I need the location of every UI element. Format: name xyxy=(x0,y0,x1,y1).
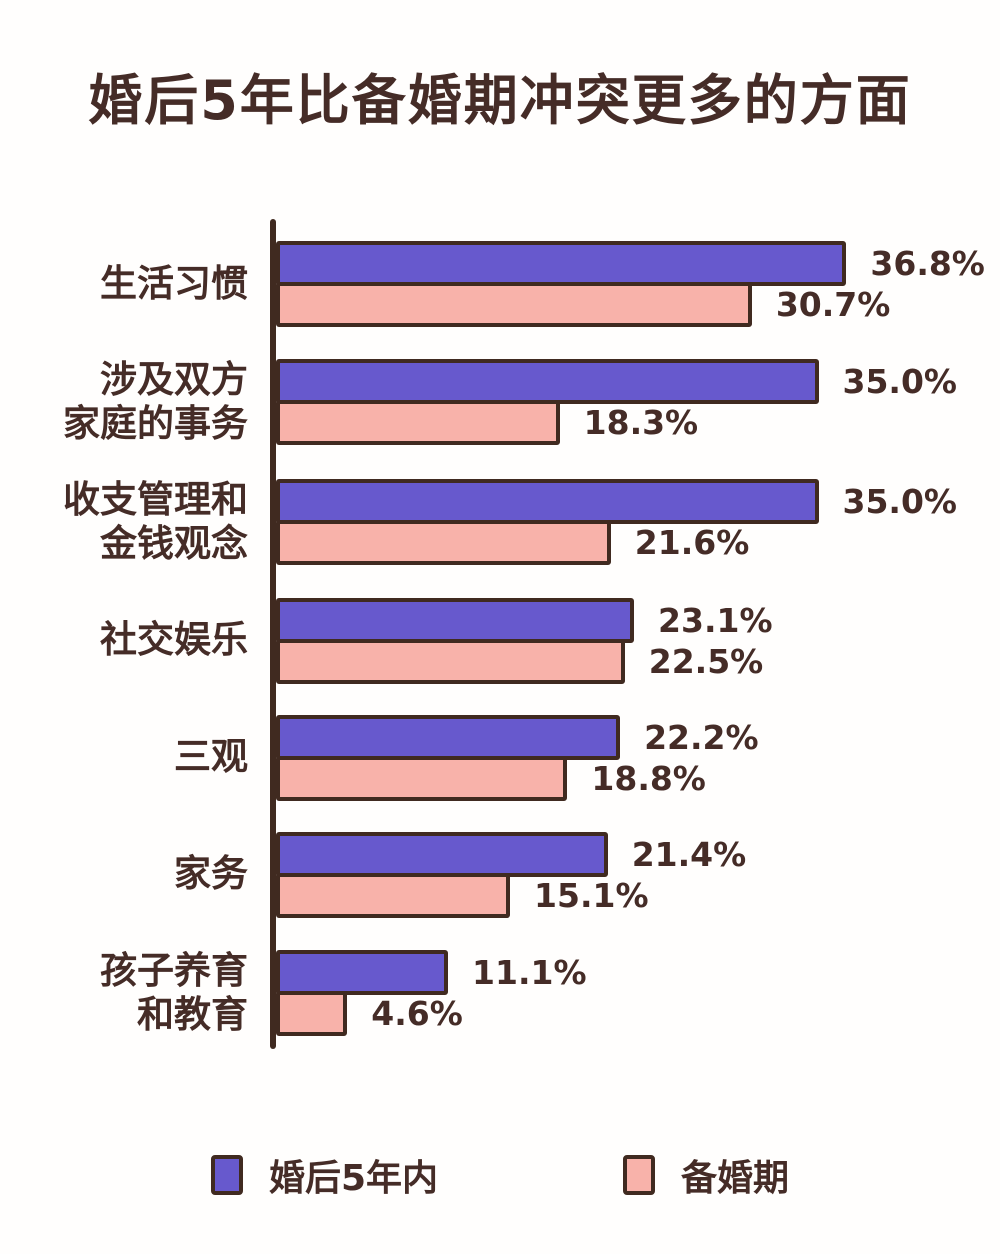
bar-chart: 生活习惯 36.8% 30.7% 涉及双方 家庭的事务 35.0% 18.3% 收支管理和 … xyxy=(60,219,985,1050)
bar-group: 22.2% 18.8% xyxy=(270,714,896,801)
bar-group: 23.1% 22.5% xyxy=(270,597,896,684)
bar-line: 11.1% xyxy=(276,949,896,995)
chart-title: 婚后5年比备婚期冲突更多的方面 xyxy=(88,69,912,132)
bar-pre-marriage xyxy=(276,755,568,801)
chart-row: 生活习惯 36.8% 30.7% xyxy=(60,241,985,327)
bar-line: 21.4% xyxy=(276,831,896,877)
bar-line: 15.1% xyxy=(276,872,896,918)
bar-after-marriage xyxy=(276,597,635,643)
chart-row: 涉及双方 家庭的事务 35.0% 18.3% xyxy=(60,358,960,447)
category-label: 涉及双方 家庭的事务 xyxy=(63,358,248,446)
chart-row: 社交娱乐 23.1% 22.5% xyxy=(60,597,960,684)
value-label: 18.8% xyxy=(591,758,706,798)
bar-line: 30.7% xyxy=(276,282,896,327)
bar-pre-marriage xyxy=(276,990,348,1036)
bar-line: 18.8% xyxy=(276,755,896,801)
chart-row: 三观 22.2% 18.8% xyxy=(60,714,960,801)
chart-row: 收支管理和 金钱观念 35.0% 21.6% xyxy=(60,478,960,567)
bar-pre-marriage xyxy=(276,400,560,446)
legend-swatch-pre-marriage xyxy=(623,1155,656,1196)
legend-item-after-marriage: 婚后5年内 xyxy=(210,1149,439,1201)
bar-line: 22.5% xyxy=(276,638,896,684)
value-label: 36.8% xyxy=(870,244,985,283)
category-label: 孩子养育 和教育 xyxy=(100,948,248,1036)
category-label: 收支管理和 金钱观念 xyxy=(63,477,248,566)
bar-line: 35.0% xyxy=(276,479,957,525)
bar-after-marriage xyxy=(276,949,449,995)
bar-group: 21.4% 15.1% xyxy=(270,831,896,918)
bar-pre-marriage xyxy=(276,872,511,918)
bar-line: 18.3% xyxy=(276,400,896,446)
value-label: 4.6% xyxy=(371,993,463,1033)
value-label: 22.2% xyxy=(644,717,759,757)
bar-group: 35.0% 18.3% xyxy=(270,359,957,446)
value-label: 35.0% xyxy=(842,482,958,522)
value-label: 21.4% xyxy=(631,834,747,874)
value-label: 22.5% xyxy=(648,641,764,681)
y-axis-line xyxy=(270,219,276,1050)
value-label: 21.6% xyxy=(634,523,750,563)
bar-line: 35.0% xyxy=(276,359,957,405)
chart-rows: 生活习惯 36.8% 30.7% 涉及双方 家庭的事务 35.0% 18.3% 收支管理和 … xyxy=(60,219,985,1049)
value-label: 15.1% xyxy=(534,875,649,915)
bar-group: 11.1% 4.6% xyxy=(270,949,896,1036)
bar-line: 22.2% xyxy=(276,714,896,760)
value-label: 11.1% xyxy=(472,952,587,992)
bar-line: 4.6% xyxy=(276,990,896,1036)
category-label: 生活习惯 xyxy=(100,261,248,305)
bar-line: 23.1% xyxy=(276,597,896,643)
bar-group: 36.8% 30.7% xyxy=(270,241,985,327)
bar-after-marriage xyxy=(276,241,847,286)
legend-label-after-marriage: 婚后5年内 xyxy=(268,1158,439,1200)
bar-pre-marriage xyxy=(276,638,625,684)
legend-item-pre-marriage: 备婚期 xyxy=(623,1149,789,1201)
bar-pre-marriage xyxy=(276,282,752,327)
bar-line: 21.6% xyxy=(276,520,896,566)
value-label: 35.0% xyxy=(842,362,958,402)
category-label: 社交娱乐 xyxy=(100,618,248,662)
bar-pre-marriage xyxy=(276,520,611,566)
bar-after-marriage xyxy=(276,359,819,405)
category-label: 三观 xyxy=(174,735,248,779)
legend: 婚后5年内 备婚期 xyxy=(0,1149,1000,1201)
value-label: 23.1% xyxy=(658,600,773,640)
value-label: 30.7% xyxy=(775,285,891,324)
bar-group: 35.0% 21.6% xyxy=(270,479,957,566)
legend-swatch-after-marriage xyxy=(210,1155,243,1196)
chart-row: 家务 21.4% 15.1% xyxy=(60,831,960,918)
category-label: 家务 xyxy=(174,852,248,896)
bar-after-marriage xyxy=(276,831,608,877)
chart-row: 孩子养育 和教育 11.1% 4.6% xyxy=(60,949,960,1038)
bar-line: 36.8% xyxy=(276,241,985,286)
bar-after-marriage xyxy=(276,479,819,525)
legend-label-pre-marriage: 备婚期 xyxy=(681,1158,790,1200)
value-label: 18.3% xyxy=(583,403,699,443)
bar-after-marriage xyxy=(276,714,621,760)
